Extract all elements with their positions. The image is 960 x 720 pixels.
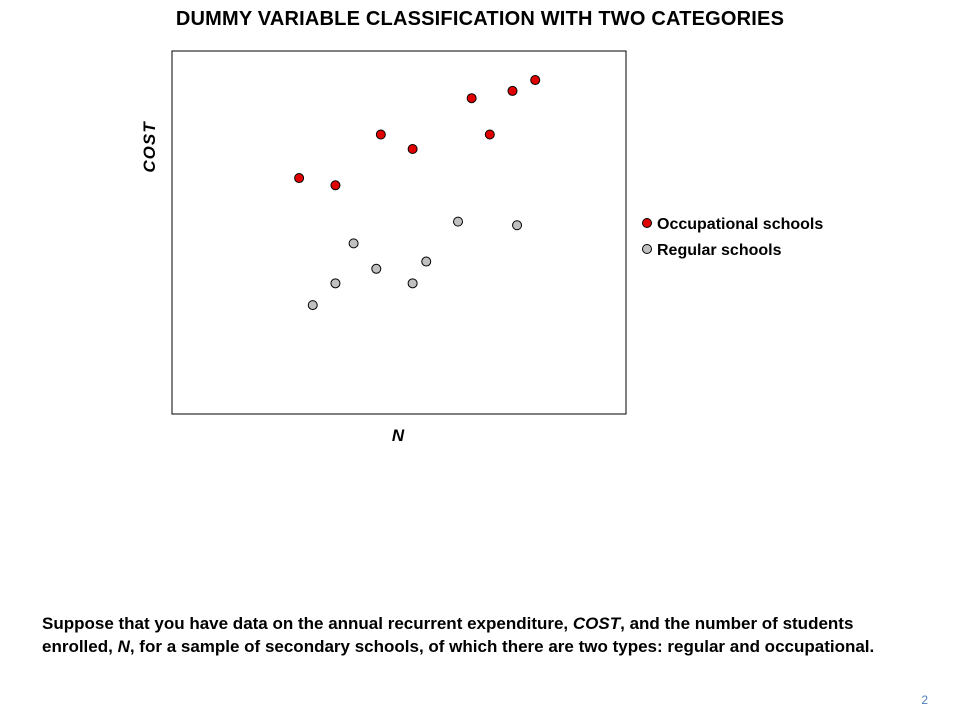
- chart-legend: Occupational schools Regular schools: [642, 216, 823, 259]
- y-axis-label: COST: [140, 121, 159, 173]
- data-point-occupational-schools: [484, 129, 495, 140]
- data-point-regular-schools: [307, 300, 318, 311]
- legend-label-occupational-schools: Occupational schools: [657, 216, 823, 233]
- caption-variable-name: COST: [572, 614, 621, 633]
- data-point-occupational-schools: [375, 129, 386, 140]
- data-point-regular-schools: [330, 278, 341, 289]
- slide-title: DUMMY VARIABLE CLASSIFICATION WITH TWO C…: [175, 8, 785, 30]
- data-point-occupational-schools: [507, 85, 518, 96]
- data-point-occupational-schools: [466, 93, 477, 104]
- x-axis-label: N: [392, 426, 405, 445]
- legend-marker-occupational-schools: [642, 218, 652, 228]
- data-point-regular-schools: [407, 278, 418, 289]
- data-point-occupational-schools: [294, 173, 305, 184]
- slide-caption: Suppose that you have data on the annual…: [42, 612, 922, 658]
- legend-label-regular-schools: Regular schools: [657, 242, 782, 259]
- data-point-regular-schools: [371, 263, 382, 274]
- caption-text: , and the number of students enrolled,: [42, 614, 854, 656]
- data-point-regular-schools: [453, 216, 464, 227]
- plot-area: [171, 50, 627, 415]
- data-points-layer: [294, 75, 541, 311]
- data-point-regular-schools: [421, 256, 432, 267]
- data-point-regular-schools: [348, 238, 359, 249]
- data-point-occupational-schools: [330, 180, 341, 191]
- data-point-regular-schools: [512, 220, 523, 231]
- caption-text: Suppose that you have data on the annual…: [42, 614, 573, 633]
- slide-number: 2: [921, 693, 928, 707]
- data-point-occupational-schools: [530, 75, 541, 86]
- legend-marker-regular-schools: [642, 244, 652, 254]
- data-point-occupational-schools: [407, 144, 418, 155]
- scatter-chart: COST N Occupational schools Regular schoo…: [140, 50, 823, 445]
- caption-variable-name: N: [117, 637, 130, 656]
- caption-text: , for a sample of secondary schools, of …: [129, 637, 875, 656]
